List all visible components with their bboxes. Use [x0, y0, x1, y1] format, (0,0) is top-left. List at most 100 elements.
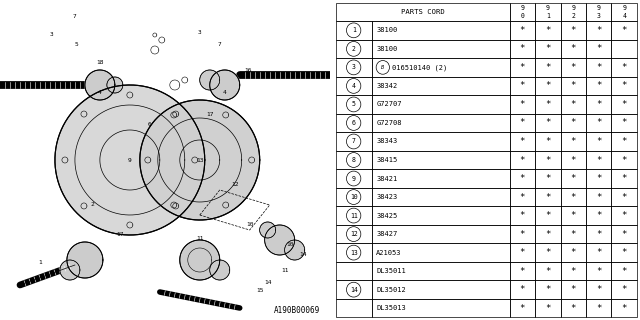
- Bar: [561, 280, 586, 299]
- Bar: [586, 280, 611, 299]
- Text: 38415: 38415: [376, 157, 397, 163]
- Bar: [371, 21, 509, 40]
- Polygon shape: [85, 70, 115, 100]
- Bar: [371, 243, 509, 262]
- Bar: [336, 77, 371, 95]
- Bar: [371, 225, 509, 243]
- Text: B: B: [381, 65, 385, 70]
- Text: PARTS CORD: PARTS CORD: [401, 9, 445, 15]
- Text: *: *: [571, 81, 576, 91]
- Text: *: *: [520, 285, 525, 294]
- Text: *: *: [621, 156, 627, 164]
- Text: *: *: [596, 100, 602, 109]
- Text: *: *: [596, 174, 602, 183]
- Bar: [561, 262, 586, 280]
- Bar: [561, 299, 586, 317]
- Bar: [561, 188, 586, 206]
- Bar: [561, 206, 586, 225]
- Text: 8: 8: [352, 157, 356, 163]
- Text: *: *: [621, 267, 627, 276]
- Text: A190B00069: A190B00069: [273, 306, 319, 315]
- Text: 1: 1: [352, 27, 356, 33]
- Bar: [611, 77, 637, 95]
- Text: *: *: [571, 304, 576, 313]
- Bar: [586, 21, 611, 40]
- Bar: [336, 21, 371, 40]
- Bar: [535, 58, 561, 77]
- Text: *: *: [621, 63, 627, 72]
- Text: 1: 1: [38, 260, 42, 266]
- Text: 38425: 38425: [376, 212, 397, 219]
- Bar: [371, 206, 509, 225]
- Bar: [611, 151, 637, 169]
- Bar: [509, 206, 535, 225]
- Text: *: *: [571, 63, 576, 72]
- Bar: [371, 114, 509, 132]
- Text: *: *: [545, 211, 550, 220]
- Text: *: *: [545, 229, 550, 239]
- Text: *: *: [571, 229, 576, 239]
- Bar: [535, 40, 561, 58]
- Bar: [509, 58, 535, 77]
- Text: *: *: [545, 304, 550, 313]
- Text: *: *: [621, 118, 627, 127]
- Text: *: *: [596, 63, 602, 72]
- Bar: [509, 225, 535, 243]
- Bar: [336, 188, 371, 206]
- Text: *: *: [596, 304, 602, 313]
- Text: *: *: [621, 100, 627, 109]
- Bar: [611, 225, 637, 243]
- Text: 11: 11: [350, 212, 358, 219]
- Text: *: *: [596, 137, 602, 146]
- Text: 10: 10: [246, 222, 253, 228]
- Text: 4: 4: [352, 83, 356, 89]
- Text: *: *: [545, 193, 550, 202]
- Bar: [535, 169, 561, 188]
- Text: 18: 18: [96, 60, 104, 65]
- Bar: [561, 114, 586, 132]
- Text: 4: 4: [622, 13, 626, 19]
- Bar: [586, 262, 611, 280]
- Bar: [509, 114, 535, 132]
- Text: *: *: [520, 248, 525, 257]
- Text: *: *: [571, 285, 576, 294]
- Bar: [561, 132, 586, 151]
- Bar: [611, 188, 637, 206]
- Bar: [336, 95, 371, 114]
- Bar: [561, 225, 586, 243]
- Text: *: *: [520, 174, 525, 183]
- Text: 4: 4: [98, 91, 102, 95]
- Text: *: *: [621, 304, 627, 313]
- Text: 9: 9: [352, 176, 356, 181]
- Text: 2: 2: [352, 46, 356, 52]
- Polygon shape: [200, 70, 220, 90]
- Text: *: *: [596, 81, 602, 91]
- Bar: [509, 21, 535, 40]
- Polygon shape: [260, 222, 276, 238]
- Bar: [611, 280, 637, 299]
- Bar: [586, 114, 611, 132]
- Bar: [336, 3, 509, 21]
- Text: *: *: [520, 44, 525, 53]
- Polygon shape: [210, 260, 230, 280]
- Bar: [586, 206, 611, 225]
- Text: *: *: [545, 118, 550, 127]
- Bar: [586, 132, 611, 151]
- Bar: [336, 58, 371, 77]
- Text: *: *: [545, 174, 550, 183]
- Polygon shape: [55, 85, 205, 235]
- Text: DL35012: DL35012: [376, 287, 406, 293]
- Bar: [371, 169, 509, 188]
- Bar: [371, 188, 509, 206]
- Text: *: *: [596, 44, 602, 53]
- Text: 10: 10: [350, 194, 358, 200]
- Bar: [586, 188, 611, 206]
- Text: 17: 17: [116, 233, 124, 237]
- Text: 13: 13: [350, 250, 358, 256]
- Text: A21053: A21053: [376, 250, 402, 256]
- Bar: [535, 95, 561, 114]
- Text: *: *: [520, 156, 525, 164]
- Text: *: *: [571, 100, 576, 109]
- Bar: [561, 3, 586, 21]
- Text: *: *: [596, 156, 602, 164]
